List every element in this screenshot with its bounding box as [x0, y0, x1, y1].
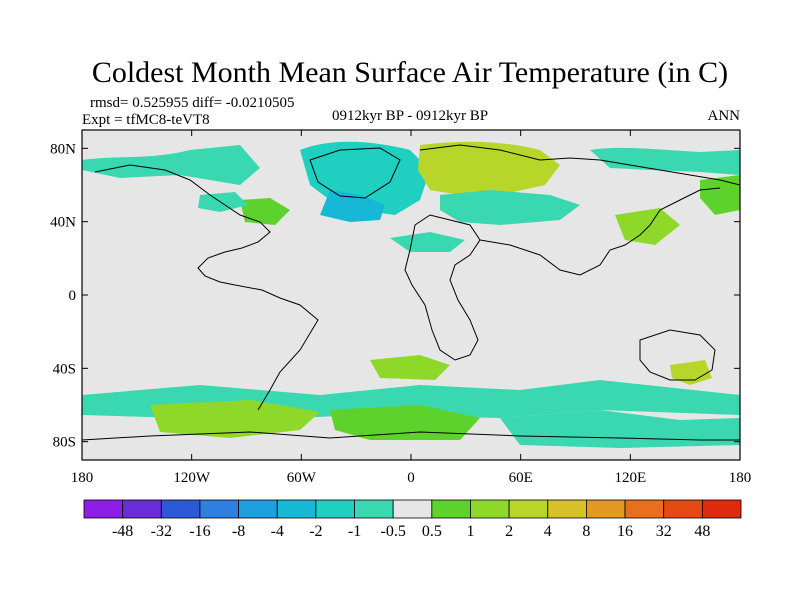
colorbar-label: 16	[617, 523, 633, 540]
stats-line: rmsd= 0.525955 diff= -0.0210505	[90, 95, 295, 111]
colorbar-label: 48	[694, 523, 710, 540]
coast-eurasia-north	[419, 144, 741, 186]
colorbar-label: -8	[232, 523, 245, 540]
x-tick-label: 60W	[287, 470, 317, 486]
colorbar-swatch	[547, 499, 587, 519]
coast-asia-south	[479, 187, 721, 276]
anomaly-region-nw	[82, 145, 260, 185]
season-label: ANN	[708, 108, 741, 124]
plot-area: 180 120W 60W 0 60E 120E 180 80N 40N 0 40S 80S	[50, 129, 752, 486]
colorbar-swatch	[238, 499, 278, 519]
x-axis: 180 120W 60W 0 60E 120E 180	[71, 130, 752, 486]
colorbar-label: -4	[271, 523, 284, 540]
colorbar-label: -16	[189, 523, 210, 540]
colorbar-label: 32	[656, 523, 672, 540]
anomaly-region-atlantic	[320, 190, 385, 222]
anomaly-region-eastasia	[615, 208, 680, 245]
y-tick-label: 40S	[53, 361, 76, 377]
colorbar-label: -32	[151, 523, 172, 540]
anomaly-region-antarctic-c	[330, 405, 480, 440]
colorbar-swatch	[431, 499, 471, 519]
x-tick-label: 60E	[509, 470, 533, 486]
colorbar-swatch	[276, 499, 317, 519]
colorbar-swatch	[663, 499, 703, 519]
x-tick-label: 120E	[614, 470, 646, 486]
colorbar-label: 1	[466, 523, 474, 540]
anomaly-region-antarctic-e	[500, 410, 740, 448]
colorbar-swatch	[315, 499, 355, 519]
y-tick-label: 80N	[50, 141, 76, 157]
y-axis: 80N 40N 0 40S 80S	[50, 141, 740, 451]
colorbar-swatch	[199, 499, 239, 519]
colorbar-swatch	[122, 499, 162, 519]
x-tick-label: 180	[729, 470, 752, 486]
anomaly-region-antarctic-w	[150, 400, 320, 438]
anomaly-region-siberia	[590, 147, 740, 175]
x-tick-label: 0	[407, 470, 415, 486]
colorbar-label: 2	[505, 523, 513, 540]
colorbar-label: -1	[348, 523, 361, 540]
anomaly-region-canada	[198, 192, 248, 212]
colorbar-swatch	[586, 499, 626, 519]
colorbar: -48 -32 -16 -8 -4 -2 -1 -0.5 0.5 1 2 4 8 16 32 48	[83, 499, 742, 540]
y-tick-label: 0	[69, 288, 77, 304]
chart-title: Coldest Month Mean Surface Air Temperatu…	[92, 56, 728, 89]
colorbar-label: 4	[544, 523, 552, 540]
y-tick-label: 40N	[50, 215, 76, 231]
colorbar-swatch	[392, 499, 433, 519]
colorbar-swatch	[508, 499, 549, 519]
x-tick-label: 180	[71, 470, 94, 486]
x-tick-label: 120W	[173, 470, 211, 486]
colorbar-swatch	[160, 499, 201, 519]
anomaly-region-mediterranean	[390, 232, 465, 252]
colorbar-swatch	[354, 499, 394, 519]
anomaly-region-nepacific	[700, 175, 740, 215]
expt-line: Expt = tfMC8-teVT8	[82, 112, 210, 128]
anomaly-regions	[82, 141, 740, 448]
coast-americas	[94, 164, 319, 411]
anomaly-region-namerica	[240, 198, 290, 225]
coastlines	[81, 144, 741, 441]
colorbar-swatch	[83, 499, 124, 519]
colorbar-label: 8	[582, 523, 590, 540]
colorbar-label: -48	[112, 523, 133, 540]
colorbar-swatch	[470, 499, 510, 519]
period-label: 0912kyr BP - 0912kyr BP	[332, 108, 488, 124]
colorbar-swatch	[701, 499, 742, 519]
colorbar-swatch	[624, 499, 665, 519]
coast-australia	[639, 329, 716, 381]
anomaly-region-australia	[670, 360, 712, 385]
coast-antarctica	[81, 431, 740, 441]
colorbar-label: -0.5	[381, 523, 406, 540]
anomaly-region-satlantic	[370, 355, 450, 380]
anomaly-region-scandinavia	[418, 141, 560, 195]
y-tick-label: 80S	[53, 435, 76, 451]
anomaly-region-eurasia	[440, 190, 580, 225]
colorbar-label: -2	[309, 523, 322, 540]
coast-greenland	[309, 147, 401, 199]
coast-africa	[404, 214, 481, 361]
colorbar-label: 0.5	[422, 523, 442, 540]
